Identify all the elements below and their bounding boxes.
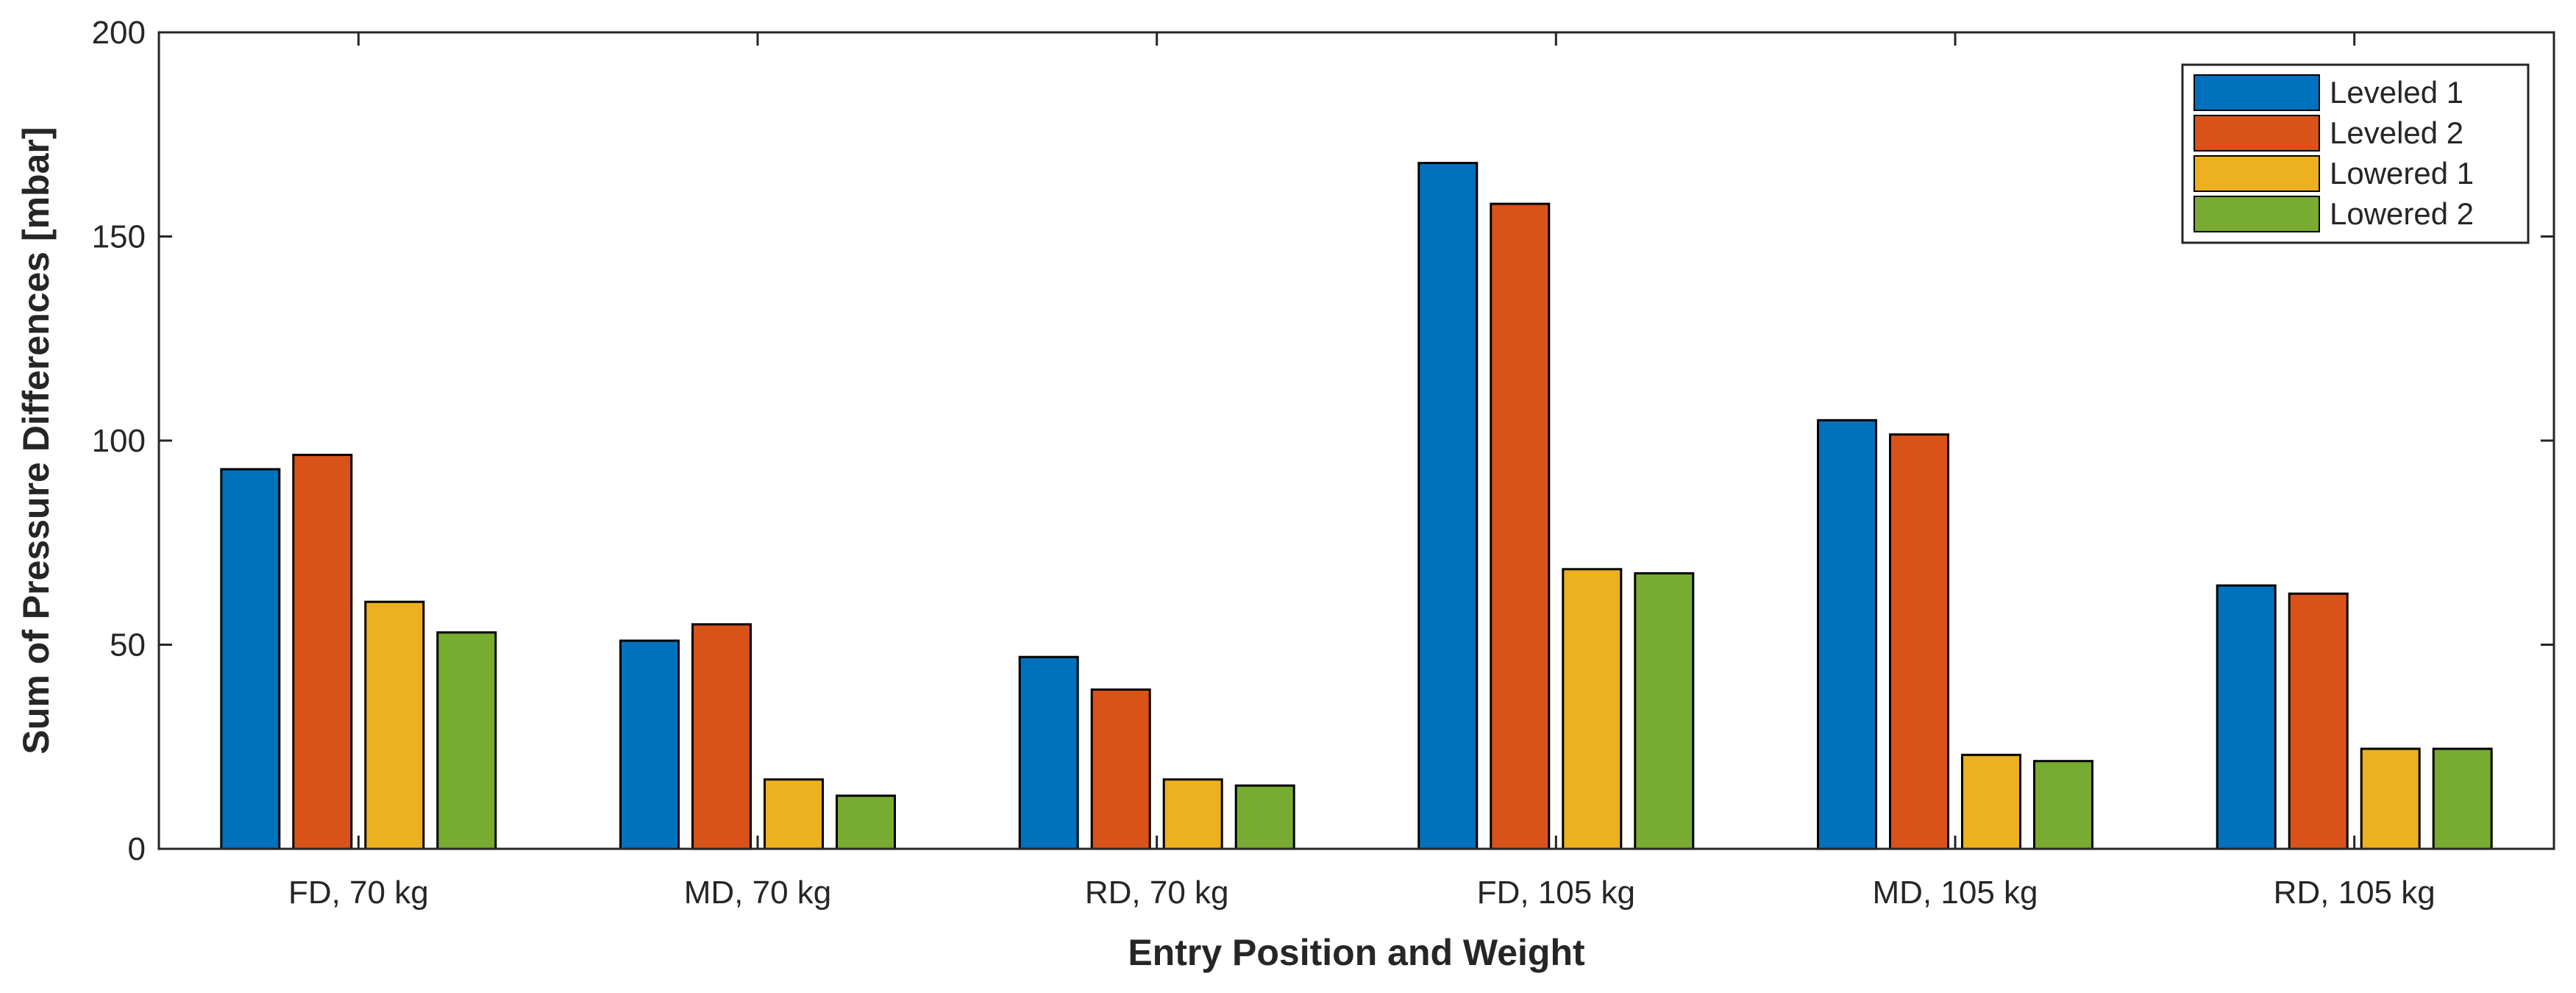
x-tick-label: RD, 70 kg — [1085, 875, 1229, 911]
bars-layer — [220, 162, 2493, 850]
bar-leveled-2-5 — [1889, 433, 1949, 850]
y-tick-label: 100 — [92, 423, 146, 459]
bar-lowered-2-3 — [1234, 784, 1295, 850]
bar-lowered-1-2 — [764, 778, 824, 850]
bar-leveled-2-4 — [1490, 202, 1551, 850]
bar-leveled-1-6 — [2216, 584, 2277, 850]
bar-leveled-2-1 — [292, 453, 353, 850]
legend-label: Lowered 1 — [2330, 156, 2474, 191]
legend-label: Lowered 2 — [2330, 196, 2474, 231]
bar-leveled-1-4 — [1417, 162, 1479, 850]
bar-lowered-2-2 — [836, 794, 896, 850]
bar-lowered-2-5 — [2033, 760, 2093, 850]
legend: Leveled 1 Leveled 2 Lowered 1 Lowered 2 — [2181, 63, 2530, 244]
y-axis: 0 50 100 150 200 — [92, 15, 2554, 867]
bar-leveled-1-2 — [619, 639, 680, 850]
bar-lowered-1-3 — [1162, 778, 1223, 850]
x-tick-label: MD, 70 kg — [684, 875, 832, 911]
bar-lowered-2-1 — [436, 631, 497, 850]
y-axis-title: Sum of Pressure Differences [mbar] — [15, 127, 57, 754]
bar-leveled-1-1 — [220, 468, 281, 850]
bar-lowered-1-6 — [2360, 747, 2421, 850]
bar-leveled-2-3 — [1090, 688, 1151, 850]
x-axis: FD, 70 kg MD, 70 kg RD, 70 kg FD, 105 kg MD,… — [288, 32, 2436, 911]
bar-lowered-1-1 — [364, 600, 425, 850]
legend-swatch — [2193, 74, 2320, 111]
x-tick-label: FD, 105 kg — [1477, 875, 1635, 911]
x-axis-title: Entry Position and Weight — [1128, 932, 1585, 973]
bar-leveled-1-5 — [1817, 419, 1877, 850]
bar-lowered-2-6 — [2432, 747, 2493, 850]
bar-lowered-1-5 — [1961, 753, 2021, 850]
y-tick-label: 200 — [92, 15, 146, 51]
y-tick-label: 150 — [92, 219, 146, 255]
bar-lowered-2-4 — [1634, 572, 1695, 850]
legend-swatch — [2193, 196, 2320, 232]
legend-swatch — [2193, 155, 2320, 192]
bar-leveled-2-6 — [2288, 592, 2349, 850]
y-tick-label: 0 — [128, 831, 146, 867]
legend-label: Leveled 2 — [2330, 115, 2463, 150]
bar-leveled-1-3 — [1018, 655, 1079, 850]
bar-leveled-2-2 — [691, 623, 752, 850]
x-tick-label: RD, 105 kg — [2274, 875, 2436, 911]
x-tick-label: FD, 70 kg — [288, 875, 429, 911]
x-tick-label: MD, 105 kg — [1873, 875, 2038, 911]
legend-label: Leveled 1 — [2330, 75, 2463, 110]
legend-swatch — [2193, 115, 2320, 152]
y-tick-label: 50 — [110, 627, 146, 663]
bar-lowered-1-4 — [1562, 568, 1623, 850]
